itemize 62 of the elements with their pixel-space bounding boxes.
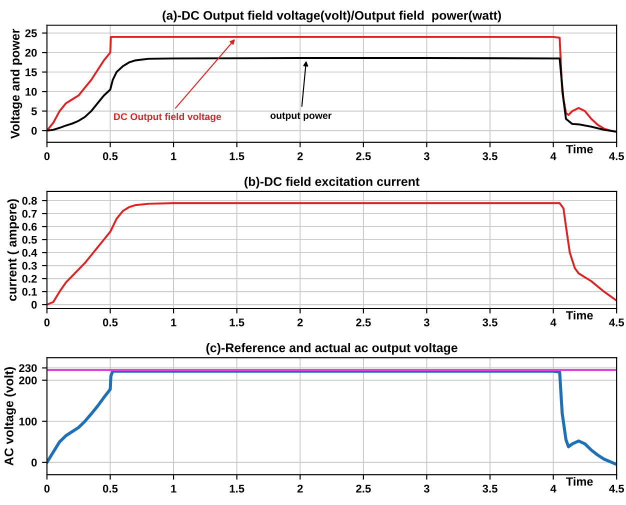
x-tick-label: 1	[171, 318, 176, 326]
y-tick-label: 0	[31, 458, 37, 467]
x-tick-label: 4	[550, 152, 556, 160]
y-tick-label: 0.8	[22, 196, 37, 205]
chart-title: (c)-Reference and actual ac output voltage	[206, 343, 458, 355]
y-tick-label: 0.3	[22, 262, 37, 270]
x-tick-label: 2	[297, 484, 303, 492]
x-tick-label: 0	[44, 484, 50, 493]
y-tick-label: 10	[26, 88, 37, 96]
x-tick-label: 0.5	[102, 152, 118, 160]
x-tick-label: 3.5	[482, 152, 498, 160]
x-tick-label: 3	[424, 318, 430, 326]
y-axis-title: AC voltage (volt)	[4, 367, 16, 466]
y-tick-label: 25	[25, 29, 37, 38]
y-tick-label: 0.5	[22, 236, 37, 244]
chart-title: (a)-DC Output field voltage(volt)/Output field power(watt)	[162, 10, 501, 22]
annotation: DC Output field voltage	[114, 112, 222, 122]
x-tick-label: 4	[550, 484, 556, 492]
x-tick-label: 0	[44, 318, 50, 326]
y-tick-label: 15	[26, 68, 37, 76]
y-tick-label: 0	[31, 300, 37, 309]
x-tick-label: 4.5	[609, 484, 624, 493]
y-tick-label: 5	[31, 107, 37, 116]
x-tick-label: 1.5	[230, 318, 244, 326]
x-tick-label: 4.5	[609, 318, 624, 326]
line-series	[46, 370, 617, 466]
x-tick-label: 3.5	[482, 484, 498, 493]
x-tick-label: 2	[297, 318, 303, 326]
x-tick-label: 0.5	[102, 484, 118, 493]
x-tick-label: 3	[424, 484, 430, 493]
y-tick-label: 0.4	[22, 248, 38, 257]
x-tick-label: 0.5	[102, 318, 118, 326]
x-tick-label: 2.5	[356, 484, 371, 493]
x-axis-title: Time	[566, 310, 593, 320]
y-axis-title: Voltage and power	[10, 28, 22, 139]
x-axis-title: Time	[566, 144, 593, 154]
y-tick-label: 0.1	[22, 288, 37, 296]
y-tick-label: 100	[19, 418, 37, 426]
x-tick-label: 2	[297, 152, 303, 160]
x-tick-label: 4.5	[609, 152, 624, 160]
y-tick-label: 0.2	[22, 274, 37, 283]
x-tick-label: 0	[44, 152, 50, 160]
y-tick-label: 230	[19, 364, 37, 372]
x-tick-label: 1.5	[230, 484, 244, 493]
y-tick-label: 200	[19, 376, 37, 384]
annotation: output power	[270, 112, 332, 121]
chart-title: (b)-DC field excitation current	[244, 176, 420, 188]
x-tick-label: 1.5	[230, 152, 244, 160]
y-tick-label: 0.6	[22, 222, 37, 231]
x-axis-title: Time	[566, 477, 593, 486]
line-series	[46, 202, 617, 306]
y-tick-label: 0	[31, 126, 37, 135]
x-tick-label: 2.5	[356, 152, 371, 160]
y-axis-title: current ( ampere)	[7, 199, 20, 301]
x-tick-label: 3	[424, 152, 430, 160]
x-tick-label: 2.5	[356, 318, 371, 326]
y-tick-label: 20	[25, 48, 37, 57]
x-tick-label: 3.5	[482, 318, 498, 326]
x-tick-label: 1	[171, 152, 176, 160]
y-tick-label: 0.7	[22, 210, 37, 218]
x-tick-label: 4	[550, 318, 556, 326]
x-tick-label: 1	[171, 484, 176, 492]
